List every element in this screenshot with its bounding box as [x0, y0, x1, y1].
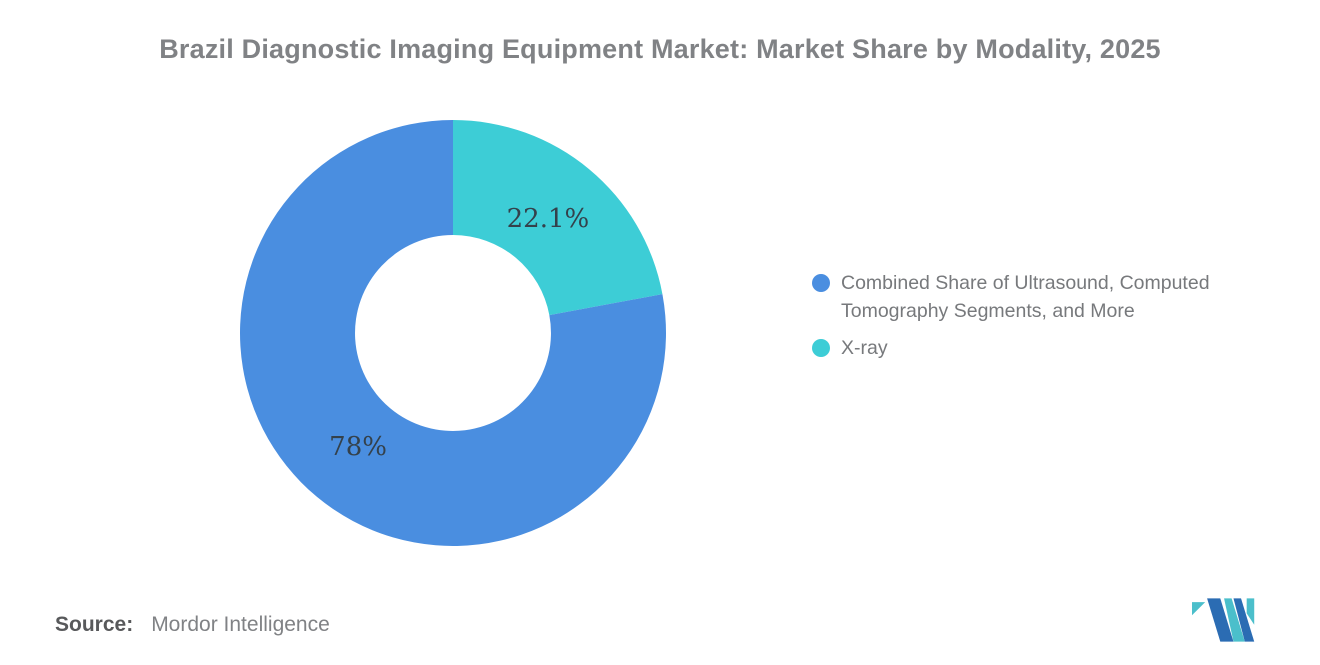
source-value: Mordor Intelligence	[151, 613, 330, 636]
slice-label-combined: 78%	[329, 432, 387, 462]
legend-swatch-combined-icon	[812, 274, 830, 292]
legend-label-xray: X-ray	[841, 337, 888, 359]
logo-shape	[1246, 598, 1255, 625]
slice-label-xray: 22.1%	[507, 204, 590, 234]
logo-shape	[1207, 598, 1234, 642]
legend-label-combined: Combined Share of Ultrasound, Computed T…	[841, 272, 1210, 322]
mordor-intelligence-logo	[1192, 598, 1255, 642]
source-label: Source:	[55, 613, 134, 636]
donut-slice-xray[interactable]	[453, 120, 663, 316]
logo-shape	[1192, 602, 1206, 616]
legend-item-combined[interactable]: Combined Share of Ultrasound, Computed T…	[812, 269, 1282, 325]
logo-shape	[1233, 598, 1255, 642]
chart-legend: Combined Share of Ultrasound, Computed T…	[812, 269, 1282, 371]
legend-swatch-xray-icon	[812, 339, 830, 357]
donut-slice-combined[interactable]	[240, 120, 667, 546]
source-attribution: Source: Mordor Intelligence	[55, 613, 330, 637]
donut-chart: 22.1% 78%	[240, 120, 667, 546]
logo-shape	[1224, 598, 1245, 642]
legend-item-xray[interactable]: X-ray	[812, 334, 1282, 362]
chart-title: Brazil Diagnostic Imaging Equipment Mark…	[159, 34, 1161, 64]
